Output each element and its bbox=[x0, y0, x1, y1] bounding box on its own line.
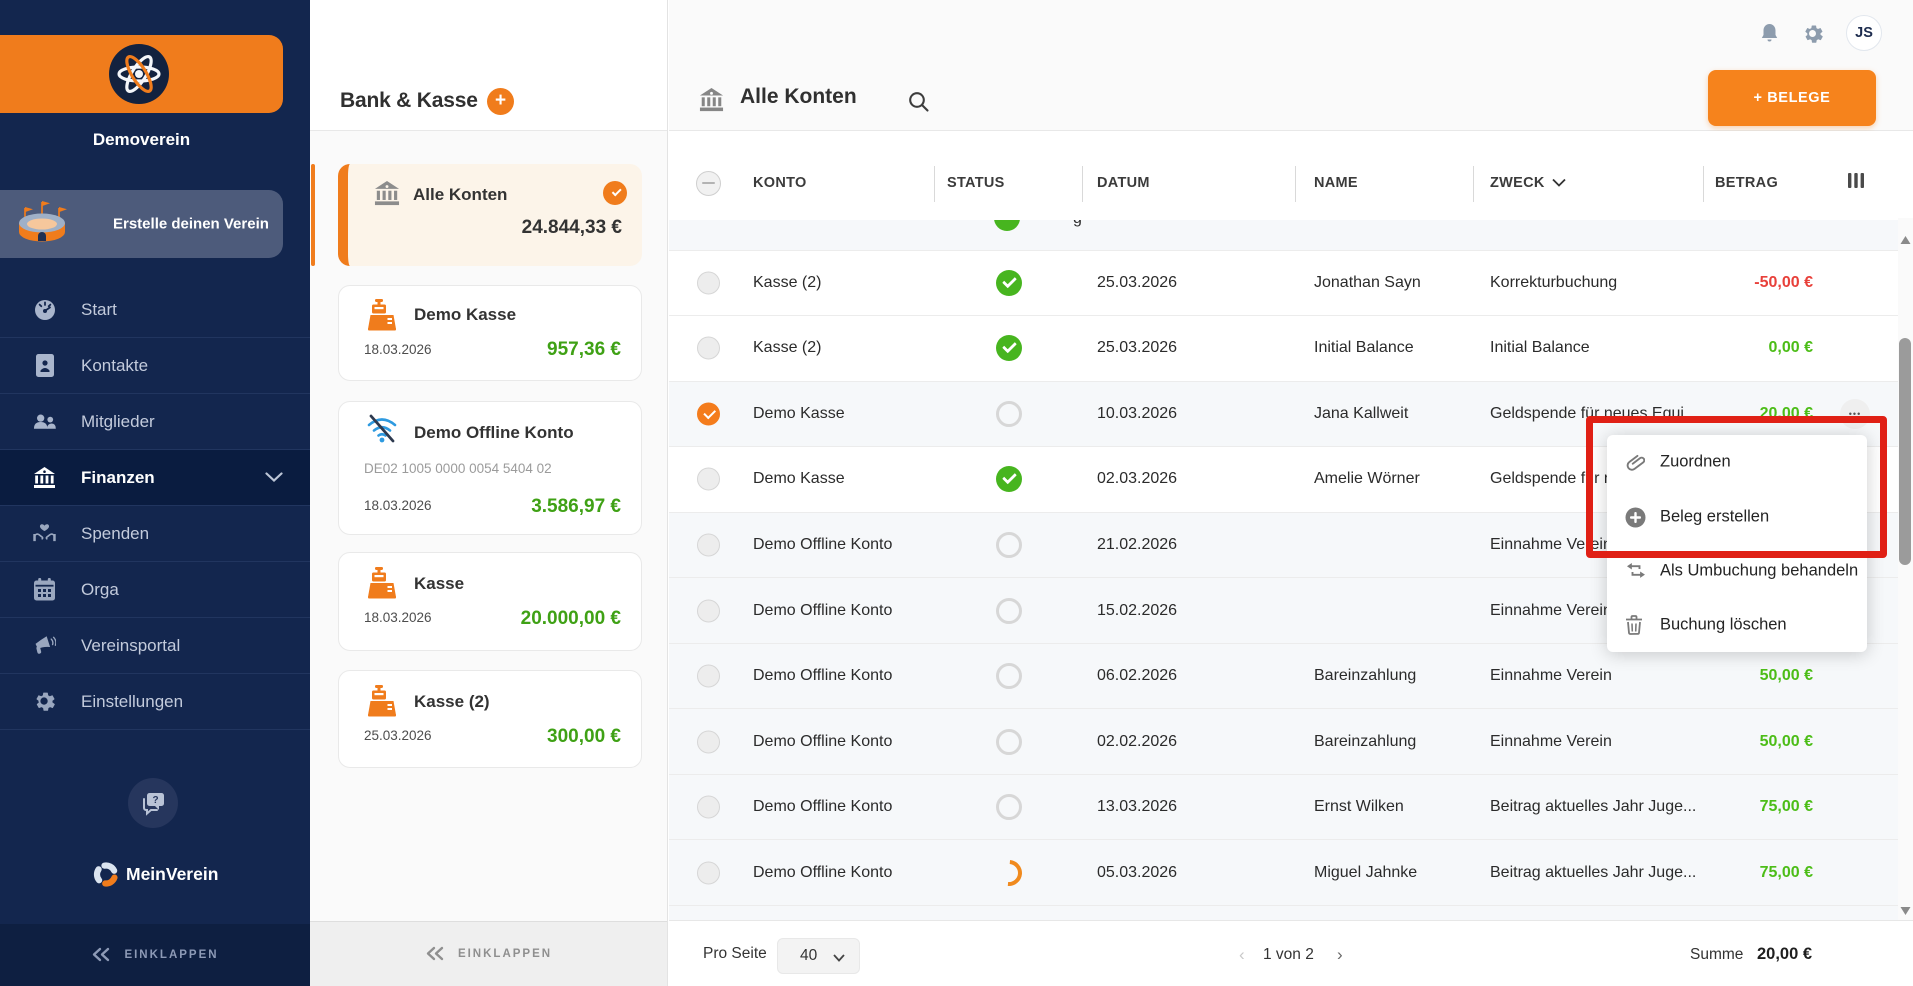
svg-text:?: ? bbox=[152, 795, 158, 806]
